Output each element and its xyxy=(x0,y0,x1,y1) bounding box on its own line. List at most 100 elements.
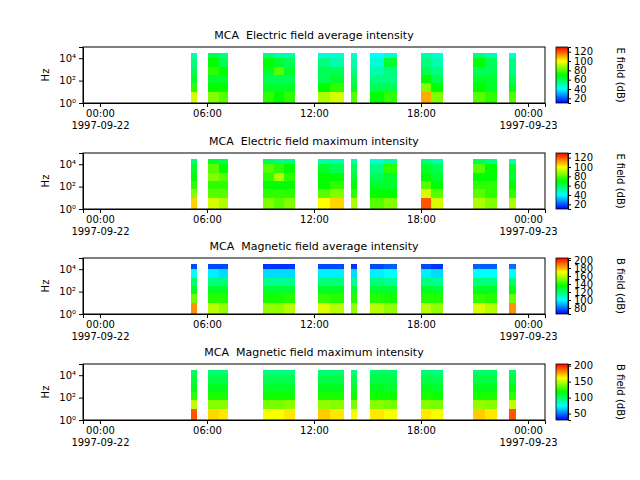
panel-title: MCA Electric field average intensity xyxy=(214,29,414,42)
cell xyxy=(284,189,294,197)
cell xyxy=(274,181,284,189)
colorbar-tick-mark xyxy=(568,195,571,196)
x-tick-mark xyxy=(421,314,422,318)
x-axis: 00:001997-09-2206:0012:0018:0000:001997-… xyxy=(71,314,557,342)
cell xyxy=(384,159,397,165)
cell xyxy=(421,164,431,172)
cells xyxy=(191,264,517,314)
cell xyxy=(274,67,284,75)
cell xyxy=(263,375,273,383)
cell xyxy=(284,164,294,172)
cell xyxy=(208,198,218,209)
cell xyxy=(330,189,343,197)
cell xyxy=(509,375,516,383)
cell xyxy=(284,286,294,294)
y-tick: 10² xyxy=(59,286,83,297)
cell xyxy=(370,198,383,209)
cell xyxy=(509,370,516,376)
cell xyxy=(431,83,443,91)
cell xyxy=(370,53,383,59)
y-axis-title: Hz xyxy=(40,386,51,399)
cell xyxy=(384,198,397,209)
cell xyxy=(421,294,431,302)
colorbar-tick-mark xyxy=(568,158,571,159)
colorbar: 20406080100120E field (dB) xyxy=(556,46,626,104)
cell xyxy=(284,92,294,103)
colorbar-tick-mark xyxy=(568,260,571,261)
cell xyxy=(191,303,197,314)
cell xyxy=(284,370,294,376)
cell xyxy=(509,67,516,75)
cell xyxy=(318,400,330,408)
cell xyxy=(219,294,228,302)
cell xyxy=(263,58,273,66)
x-tick: 12:00 xyxy=(300,103,329,119)
cell xyxy=(473,375,485,383)
cell xyxy=(274,392,284,400)
cell xyxy=(421,53,431,59)
cell xyxy=(263,189,273,197)
cell xyxy=(284,159,294,165)
cell xyxy=(219,278,228,286)
cell xyxy=(431,286,443,294)
cell xyxy=(370,164,383,172)
cell xyxy=(473,278,485,286)
cell xyxy=(274,92,284,103)
cell xyxy=(318,83,330,91)
cell xyxy=(274,370,284,376)
x-tick-label: 00:001997-09-23 xyxy=(499,108,557,131)
y-tick: 10⁴ xyxy=(59,53,83,64)
cell xyxy=(263,392,273,400)
cell xyxy=(384,173,397,181)
x-tick-mark xyxy=(421,103,422,107)
cell xyxy=(191,75,197,83)
cell xyxy=(485,370,497,376)
x-tick-mark xyxy=(100,420,101,424)
cell xyxy=(284,181,294,189)
cell xyxy=(263,83,273,91)
cell xyxy=(509,303,516,314)
cell xyxy=(219,189,228,197)
cell xyxy=(219,375,228,383)
cell xyxy=(284,303,294,314)
cell xyxy=(370,278,383,286)
cell xyxy=(421,75,431,83)
cell xyxy=(284,58,294,66)
x-tick: 06:00 xyxy=(193,314,222,330)
cell xyxy=(274,83,284,91)
cell xyxy=(318,181,330,189)
cell xyxy=(351,159,357,165)
plot-frame xyxy=(83,258,545,314)
colorbar-title: E field (dB) xyxy=(615,47,626,102)
cell xyxy=(208,189,218,197)
x-tick: 00:001997-09-23 xyxy=(499,420,557,448)
y-tick: 10² xyxy=(59,392,83,403)
cell xyxy=(330,269,343,277)
cell xyxy=(219,53,228,59)
x-tick-label: 00:001997-09-22 xyxy=(71,108,129,131)
cell xyxy=(431,181,443,189)
y-tick-label: 10⁴ xyxy=(59,370,76,381)
x-tick: 00:001997-09-23 xyxy=(499,103,557,131)
x-tick-label: 00:001997-09-23 xyxy=(499,425,557,448)
y-axis-line xyxy=(79,259,84,315)
cell xyxy=(431,198,443,209)
cell xyxy=(370,58,383,66)
x-tick: 00:001997-09-23 xyxy=(499,314,557,342)
cell xyxy=(509,181,516,189)
cell xyxy=(208,159,218,165)
y-axis-line xyxy=(79,48,84,104)
colorbar-tick-label: 50 xyxy=(574,408,587,419)
cell xyxy=(485,303,497,314)
panel-title: MCA Magnetic field average intensity xyxy=(209,240,418,253)
cell xyxy=(370,83,383,91)
cell xyxy=(473,159,485,165)
cell xyxy=(370,384,383,392)
cell xyxy=(351,375,357,383)
cell xyxy=(421,375,431,383)
cell xyxy=(318,384,330,392)
cell xyxy=(370,375,383,383)
colorbar-tick-mark xyxy=(568,382,571,383)
y-tick-mark xyxy=(79,314,83,315)
cell xyxy=(208,384,218,392)
